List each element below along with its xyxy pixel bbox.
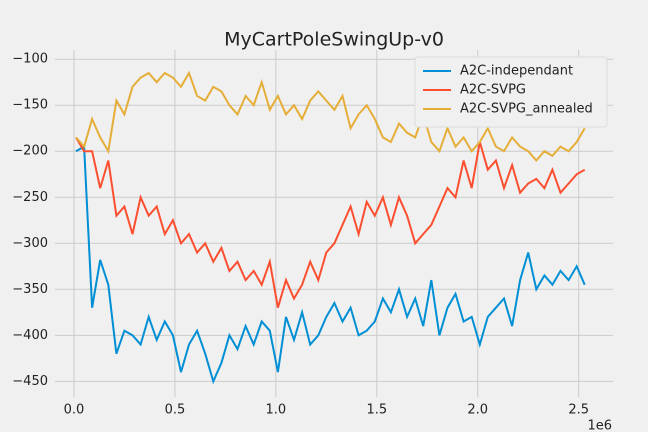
x-tick-label: 1.0 [266,403,287,418]
y-tick-label: −300 [12,236,48,251]
y-tick-label: −400 [12,328,48,343]
y-tick-label: −450 [12,374,48,389]
x-offset-label: 1e6 [587,419,612,432]
x-tick-label: 2.0 [467,403,488,418]
series-line [75,70,586,163]
y-tick-label: −350 [12,282,48,297]
legend-box [414,56,608,128]
legend-label: A2C-independant [460,64,573,79]
x-tick-label: 2.5 [568,403,589,418]
legend-label: A2C-SVPG_annealed [460,102,593,117]
y-tick-label: −150 [12,98,48,113]
series-line [75,144,586,385]
y-tick-label: −200 [12,144,48,159]
x-tick-label: 1.5 [366,403,387,418]
x-tick-label: 0.5 [165,403,186,418]
legend: A2C-independant A2C-SVPG A2C-SVPG_annealed [414,56,608,128]
y-tick-label: −100 [12,52,48,67]
chart-title: MyCartPoleSwingUp-v0 [224,29,444,51]
y-tick-label: −250 [12,190,48,205]
legend-label: A2C-SVPG [460,83,526,98]
x-tick-label: 0.0 [64,403,85,418]
series-line [75,136,586,308]
